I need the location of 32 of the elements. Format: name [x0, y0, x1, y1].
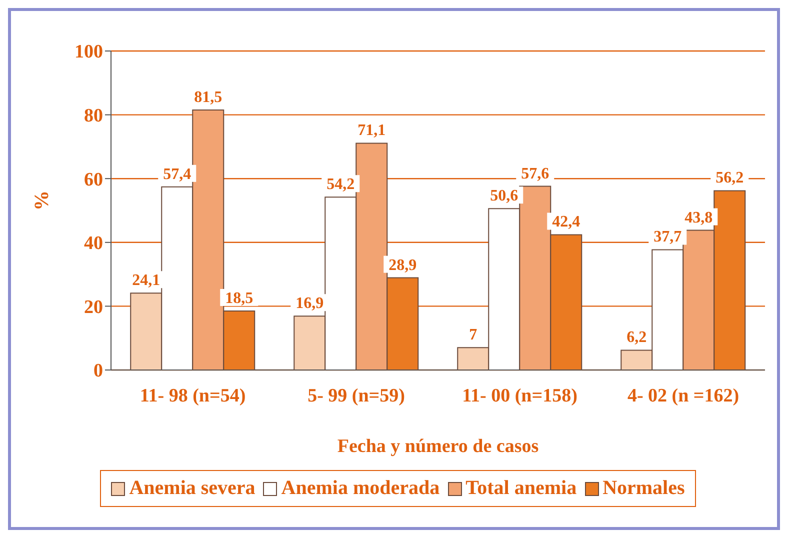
x-axis-title: Fecha y número de casos [337, 436, 539, 457]
data-label: 81,5 [194, 89, 222, 106]
data-label: 28,9 [388, 256, 417, 274]
y-axis-title: % [31, 190, 54, 210]
x-tick-label: 5- 99 (n=59) [308, 385, 405, 406]
x-tick-label: 11- 00 (n=158) [462, 385, 578, 406]
data-label: 71,1 [358, 122, 386, 140]
data-label: 37,7 [654, 228, 682, 246]
data-label: 7 [469, 326, 478, 344]
y-tick-label: 60 [84, 169, 103, 190]
data-label: 24,1 [132, 272, 160, 290]
data-label: 57,4 [163, 166, 192, 183]
legend-label: Normales [602, 477, 685, 500]
legend-label: Total anemia [464, 477, 577, 500]
data-label: 16,9 [296, 295, 324, 312]
data-label: 6,2 [626, 329, 647, 346]
y-tick-label: 80 [84, 106, 103, 127]
x-tick-label: 11- 98 (n=54) [140, 385, 246, 406]
legend-label: Anemia severa [128, 477, 256, 500]
data-label: 43,8 [684, 209, 713, 226]
data-label: 42,4 [552, 214, 580, 231]
data-label: 57,6 [521, 165, 550, 182]
y-tick-label: 40 [84, 233, 103, 254]
data-label: 56,2 [716, 170, 744, 187]
y-tick-label: 0 [94, 360, 103, 382]
y-tick-label: 100 [74, 42, 103, 63]
data-label: 18,5 [225, 290, 254, 307]
data-label: 54,2 [326, 176, 355, 194]
y-tick-label: 20 [84, 296, 103, 318]
x-tick-label: 4- 02 (n =162) [627, 385, 740, 406]
data-label: 50,6 [490, 188, 518, 205]
legend-label: Anemia moderada [280, 477, 440, 500]
